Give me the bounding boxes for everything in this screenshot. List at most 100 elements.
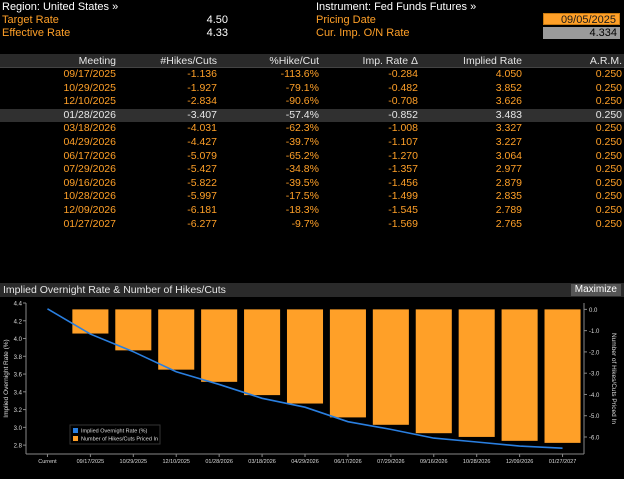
- legend-swatch: [73, 436, 78, 441]
- arm-cell: 0.250: [595, 68, 622, 80]
- table-row[interactable]: 10/29/2025 -1.927 -79.1% -0.482 3.852 0.250: [0, 82, 624, 96]
- table-row[interactable]: 01/28/2026 -3.407 -57.4% -0.852 3.483 0.250: [0, 108, 624, 123]
- right-tick-label: -6.0: [589, 435, 600, 441]
- col-header-arm[interactable]: A.R.M.: [589, 55, 622, 67]
- left-tick-label: 4.0: [14, 337, 23, 343]
- pricing-date-input[interactable]: 09/05/2025: [543, 13, 620, 26]
- right-tick-label: 0.0: [589, 308, 598, 314]
- hikes-cuts-bar: [415, 309, 452, 434]
- x-tick-label: 09/17/2025: [77, 459, 105, 465]
- implied-rate-cell: 3.327: [495, 122, 522, 135]
- imp-rate-delta-cell: -0.852: [388, 108, 418, 121]
- table-row[interactable]: 06/17/2026 -5.079 -65.2% -1.270 3.064 0.250: [0, 150, 624, 164]
- col-header-hikes-cuts[interactable]: #Hikes/Cuts: [160, 55, 217, 67]
- hikes-cuts-bar: [544, 309, 581, 443]
- imp-rate-delta-cell: -0.284: [388, 68, 418, 80]
- left-tick-label: 4.4: [14, 302, 23, 308]
- table-row[interactable]: 03/18/2026 -4.031 -62.3% -1.008 3.327 0.250: [0, 122, 624, 136]
- right-tick-label: -1.0: [589, 329, 600, 335]
- hikes-cuts-bar: [158, 309, 195, 370]
- chart-svg: 4.4 4.2 4.0 3.8 3.6 3.4 3.2 3.0 2.8 0.0 -1.0 -2.0 -3…: [3, 302, 617, 466]
- meeting-cell: 10/28/2026: [63, 190, 116, 203]
- x-tick-label: 07/29/2026: [377, 459, 405, 465]
- imp-rate-delta-cell: -1.008: [388, 122, 418, 135]
- left-tick-label: 3.8: [14, 355, 23, 361]
- chart-panel: Implied Overnight Rate & Number of Hikes…: [0, 283, 624, 479]
- pricing-date-label: Pricing Date: [316, 14, 376, 26]
- header-panel: Region: United States » Target Rate 4.50…: [0, 0, 624, 46]
- arm-cell: 0.250: [595, 81, 622, 94]
- left-axis-title: Implied Overnight Rate (%): [3, 339, 10, 417]
- imp-rate-delta-cell: -1.456: [388, 176, 418, 189]
- col-header-pct-hike-cut[interactable]: %Hike/Cut: [269, 55, 319, 67]
- hikes-cuts-bar: [115, 309, 152, 351]
- col-header-meeting[interactable]: Meeting: [78, 55, 116, 67]
- hikes-cuts-cell: -1.927: [187, 81, 217, 94]
- table-row[interactable]: 09/16/2026 -5.822 -39.5% -1.456 2.879 0.250: [0, 177, 624, 191]
- imp-rate-delta-cell: -1.270: [388, 149, 418, 162]
- hikes-cuts-cell: -1.136: [187, 68, 217, 80]
- table-row[interactable]: 10/28/2026 -5.997 -17.5% -1.499 2.835 0.250: [0, 190, 624, 204]
- imp-rate-delta-cell: -1.357: [388, 163, 418, 176]
- meeting-cell: 03/18/2026: [63, 122, 116, 135]
- right-axis-title: Number of Hikes/Cuts Priced In: [610, 333, 617, 424]
- legend-swatch: [73, 428, 78, 433]
- left-tick-label: 4.2: [14, 319, 23, 325]
- arm-cell: 0.250: [595, 217, 622, 230]
- table-row[interactable]: 01/27/2027 -6.277 -9.7% -1.569 2.765 0.250: [0, 218, 624, 232]
- hikes-cuts-cell: -2.834: [187, 95, 217, 108]
- meeting-cell: 12/10/2025: [63, 95, 116, 108]
- implied-rate-cell: 2.835: [495, 190, 522, 203]
- maximize-button[interactable]: Maximize: [570, 284, 621, 296]
- left-tick-label: 3.6: [14, 373, 23, 379]
- hikes-cuts-cell: -4.427: [187, 135, 217, 148]
- table-row[interactable]: 09/17/2025 -1.136 -113.6% -0.284 4.050 0.250: [0, 68, 624, 82]
- pct-hike-cut-cell: -90.6%: [285, 95, 319, 108]
- hikes-cuts-cell: -6.181: [187, 203, 217, 216]
- meeting-cell: 12/09/2026: [63, 203, 116, 216]
- implied-rate-cell: 2.789: [495, 203, 522, 216]
- pct-hike-cut-cell: -18.3%: [285, 203, 319, 216]
- meeting-cell: 10/29/2025: [63, 81, 116, 94]
- target-rate-value: 4.50: [206, 14, 228, 26]
- meeting-cell: 09/16/2026: [63, 176, 116, 189]
- hikes-cuts-cell: -5.997: [187, 190, 217, 203]
- implied-rate-line: [47, 308, 563, 450]
- hikes-cuts-bar: [72, 309, 109, 334]
- imp-rate-delta-cell: -1.569: [388, 217, 418, 230]
- table-row[interactable]: 04/29/2026 -4.427 -39.7% -1.107 3.227 0.250: [0, 136, 624, 150]
- instrument-selector[interactable]: Instrument: Fed Funds Futures »: [316, 1, 477, 13]
- cur-imp-rate-label: Cur. Imp. O/N Rate: [316, 27, 410, 39]
- table-row[interactable]: 07/29/2026 -5.427 -34.8% -1.357 2.977 0.250: [0, 163, 624, 177]
- pct-hike-cut-cell: -9.7%: [291, 217, 319, 230]
- region-selector[interactable]: Region: United States »: [2, 1, 119, 13]
- implied-rate-cell: 4.050: [495, 68, 522, 80]
- hikes-cuts-cell: -5.427: [187, 163, 217, 176]
- hikes-cuts-bar: [201, 309, 238, 382]
- pct-hike-cut-cell: -79.1%: [285, 81, 319, 94]
- legend-label: Number of Hikes/Cuts Priced In: [81, 437, 158, 443]
- col-header-imp-rate-delta[interactable]: Imp. Rate Δ: [362, 55, 418, 67]
- x-tick-label: 10/28/2026: [463, 459, 491, 465]
- right-tick-label: -3.0: [589, 372, 600, 378]
- col-header-implied-rate[interactable]: Implied Rate: [463, 55, 522, 67]
- meeting-cell: 01/27/2027: [63, 217, 116, 230]
- pct-hike-cut-cell: -113.6%: [280, 68, 319, 80]
- table-row[interactable]: 12/09/2026 -6.181 -18.3% -1.545 2.789 0.250: [0, 204, 624, 218]
- pct-hike-cut-cell: -39.7%: [285, 135, 319, 148]
- legend-box: [69, 424, 161, 445]
- pct-hike-cut-cell: -17.5%: [285, 190, 319, 203]
- arm-cell: 0.250: [595, 95, 622, 108]
- hikes-cuts-cell: -3.407: [187, 108, 217, 121]
- rates-table: Meeting #Hikes/Cuts %Hike/Cut Imp. Rate …: [0, 54, 624, 231]
- left-tick-label: 3.2: [14, 408, 23, 414]
- left-tick-label: 3.4: [14, 390, 23, 396]
- table-row[interactable]: 12/10/2025 -2.834 -90.6% -0.708 3.626 0.250: [0, 95, 624, 109]
- chart-title-bar: Implied Overnight Rate & Number of Hikes…: [0, 283, 624, 297]
- right-tick-label: -2.0: [589, 350, 600, 356]
- table-body: 09/17/2025 -1.136 -113.6% -0.284 4.050 0.250 1…: [0, 68, 624, 231]
- arm-cell: 0.250: [595, 176, 622, 189]
- arm-cell: 0.250: [595, 190, 622, 203]
- implied-rate-cell: 3.064: [495, 149, 522, 162]
- x-tick-label: Current: [38, 459, 57, 465]
